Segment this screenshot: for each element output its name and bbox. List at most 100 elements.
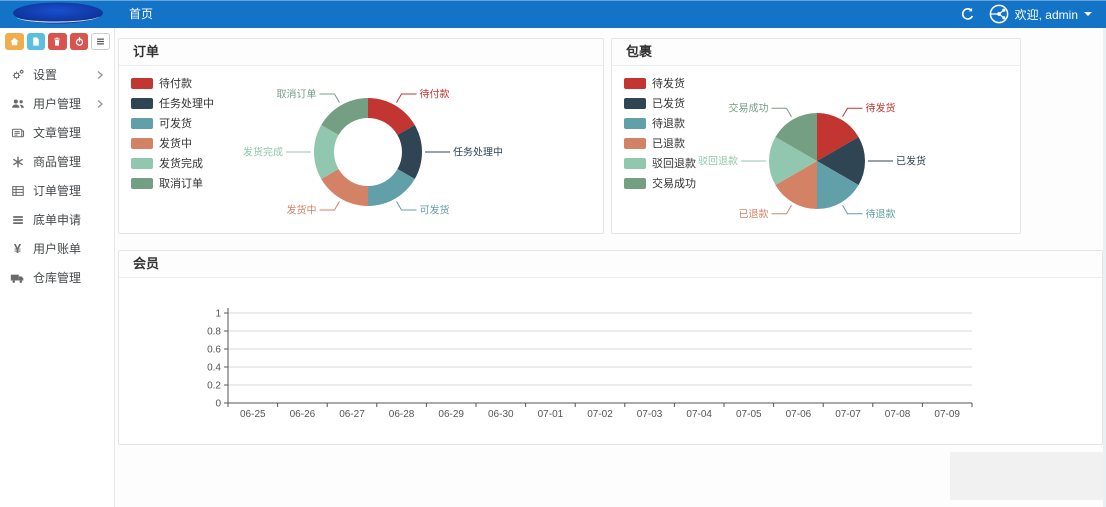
x-tick-label: 07-04: [686, 409, 712, 420]
asterisk-icon: [12, 155, 23, 168]
gears-icon: [12, 69, 24, 79]
legend-label: 任务处理中: [159, 98, 214, 110]
x-tick-label: 07-05: [736, 409, 762, 420]
pie-slice[interactable]: [817, 161, 859, 209]
users-icon: [11, 99, 24, 108]
toolbar-trash-button[interactable]: [48, 33, 67, 50]
legend-swatch: [624, 177, 646, 189]
y-tick-label: 0.4: [207, 363, 221, 374]
background-shade: [950, 452, 1106, 500]
pie-slice[interactable]: [397, 125, 423, 179]
refresh-button[interactable]: [960, 7, 975, 22]
tab-home[interactable]: 首页: [129, 7, 154, 21]
y-tick-label: 1: [215, 309, 221, 320]
pie-slice[interactable]: [368, 98, 415, 135]
legend-item[interactable]: 待发货: [624, 75, 696, 91]
pie-label-line: [319, 93, 340, 103]
x-tick-label: 06-26: [290, 409, 316, 420]
x-tick-label: 07-03: [637, 409, 663, 420]
pie-slice[interactable]: [817, 137, 865, 185]
packages-panel: 包裹 待发货 已发货 待退款 已退款 驳回退款 交易成功 待发货 已发货 待退款 已退款 驳回退款…: [611, 38, 1021, 234]
orders-panel: 订单 待付款 任务处理中 可发货 发货中 发货完成 取消订单 待付款 任务处理中 可发货 发货中…: [118, 38, 604, 234]
toolbar-file-button[interactable]: [26, 33, 46, 50]
pie-label: 取消订单: [277, 88, 317, 101]
home-icon: [10, 37, 19, 46]
x-tick-label: 07-06: [786, 409, 812, 420]
y-tick-label: 0: [215, 399, 221, 410]
pie-label-line: [771, 204, 792, 215]
legend-label: 待付款: [159, 78, 192, 90]
legend-item[interactable]: 待付款: [131, 75, 214, 91]
sidebar-item-users[interactable]: 用户管理: [0, 89, 114, 118]
pie-label: 待退款: [866, 207, 896, 220]
sidebar-item-label: 仓库管理: [33, 271, 82, 285]
toolbar-home-button[interactable]: [5, 33, 24, 50]
sidebar-item-user-bills[interactable]: ¥ 用户账单: [0, 234, 114, 263]
toolbar-list-button[interactable]: [91, 33, 111, 50]
packages-panel-title: 包裹: [612, 39, 1020, 66]
legend-item[interactable]: 取消订单: [131, 175, 214, 191]
legend-item[interactable]: 已发货: [624, 95, 696, 111]
sidebar-item-articles[interactable]: 文章管理: [0, 118, 114, 147]
sidebar-item-orders[interactable]: 订单管理: [0, 176, 114, 205]
welcome-text: 欢迎, admin: [1014, 7, 1078, 22]
pie-slice[interactable]: [314, 125, 339, 179]
x-tick-label: 06-27: [339, 409, 365, 420]
legend-swatch: [624, 77, 646, 89]
legend-label: 已发货: [652, 98, 685, 110]
sidebar-item-label: 用户管理: [33, 97, 82, 111]
pie-label-line: [842, 204, 863, 215]
pie-slice[interactable]: [321, 98, 368, 135]
legend-label: 发货完成: [159, 158, 203, 170]
legend-item[interactable]: 任务处理中: [131, 95, 214, 111]
sidebar-item-label: 商品管理: [33, 155, 82, 169]
chevron-right-icon: [97, 70, 104, 79]
sidebar-item-warehouse[interactable]: 仓库管理: [0, 263, 114, 292]
sidebar-item-settings[interactable]: 设置: [0, 60, 114, 89]
pie-slice[interactable]: [775, 161, 817, 209]
pie-label-line: [319, 201, 340, 211]
power-icon: [75, 37, 83, 46]
yen-icon: ¥: [13, 241, 22, 256]
x-tick-label: 06-30: [488, 409, 514, 420]
sidebar-item-label: 底单申请: [33, 213, 82, 227]
x-tick-label: 07-07: [835, 409, 861, 420]
logo: [0, 0, 115, 28]
logo-image: [12, 2, 103, 24]
legend-item[interactable]: 已退款: [624, 135, 696, 151]
legend-label: 发货中: [159, 138, 192, 150]
pie-label: 发货中: [287, 204, 317, 217]
pie-slice[interactable]: [321, 169, 368, 206]
pie-slice[interactable]: [775, 113, 817, 161]
legend-swatch: [624, 117, 646, 129]
legend-item[interactable]: 可发货: [131, 115, 214, 131]
sidebar-item-products[interactable]: 商品管理: [0, 147, 114, 176]
sidebar-item-label: 用户账单: [33, 242, 82, 256]
legend-item[interactable]: 驳回退款: [624, 155, 696, 171]
chevron-right-icon: [97, 99, 104, 108]
pie-slice[interactable]: [769, 137, 817, 185]
sidebar-item-waybill-request[interactable]: 底单申请: [0, 205, 114, 234]
legend-item[interactable]: 待退款: [624, 115, 696, 131]
legend-label: 交易成功: [652, 178, 696, 190]
legend-item[interactable]: 发货完成: [131, 155, 214, 171]
legend-item[interactable]: 交易成功: [624, 175, 696, 191]
orders-panel-title: 订单: [119, 39, 603, 66]
avatar-icon: [989, 4, 1008, 24]
pie-label-line: [396, 93, 417, 103]
list-icon: [97, 38, 105, 45]
legend-item[interactable]: 发货中: [131, 135, 214, 151]
members-panel-title: 会员: [119, 251, 1102, 278]
file-icon: [33, 37, 39, 46]
pie-label-line: [396, 201, 417, 211]
pie-slice[interactable]: [368, 169, 415, 206]
pie-label: 交易成功: [729, 102, 769, 115]
user-menu[interactable]: 欢迎, admin: [989, 4, 1092, 24]
members-panel: 会员 0 0.2 0.4 0.6 0.8 1 06-25 06-26 06-27 06-28 06-…: [118, 250, 1103, 445]
legend-swatch: [131, 77, 153, 89]
packages-chart-legend: 待发货已发货待退款已退款驳回退款交易成功: [624, 75, 696, 195]
sidebar-toolbar: [0, 28, 114, 56]
pie-slice[interactable]: [817, 113, 859, 161]
toolbar-power-button[interactable]: [69, 33, 89, 50]
